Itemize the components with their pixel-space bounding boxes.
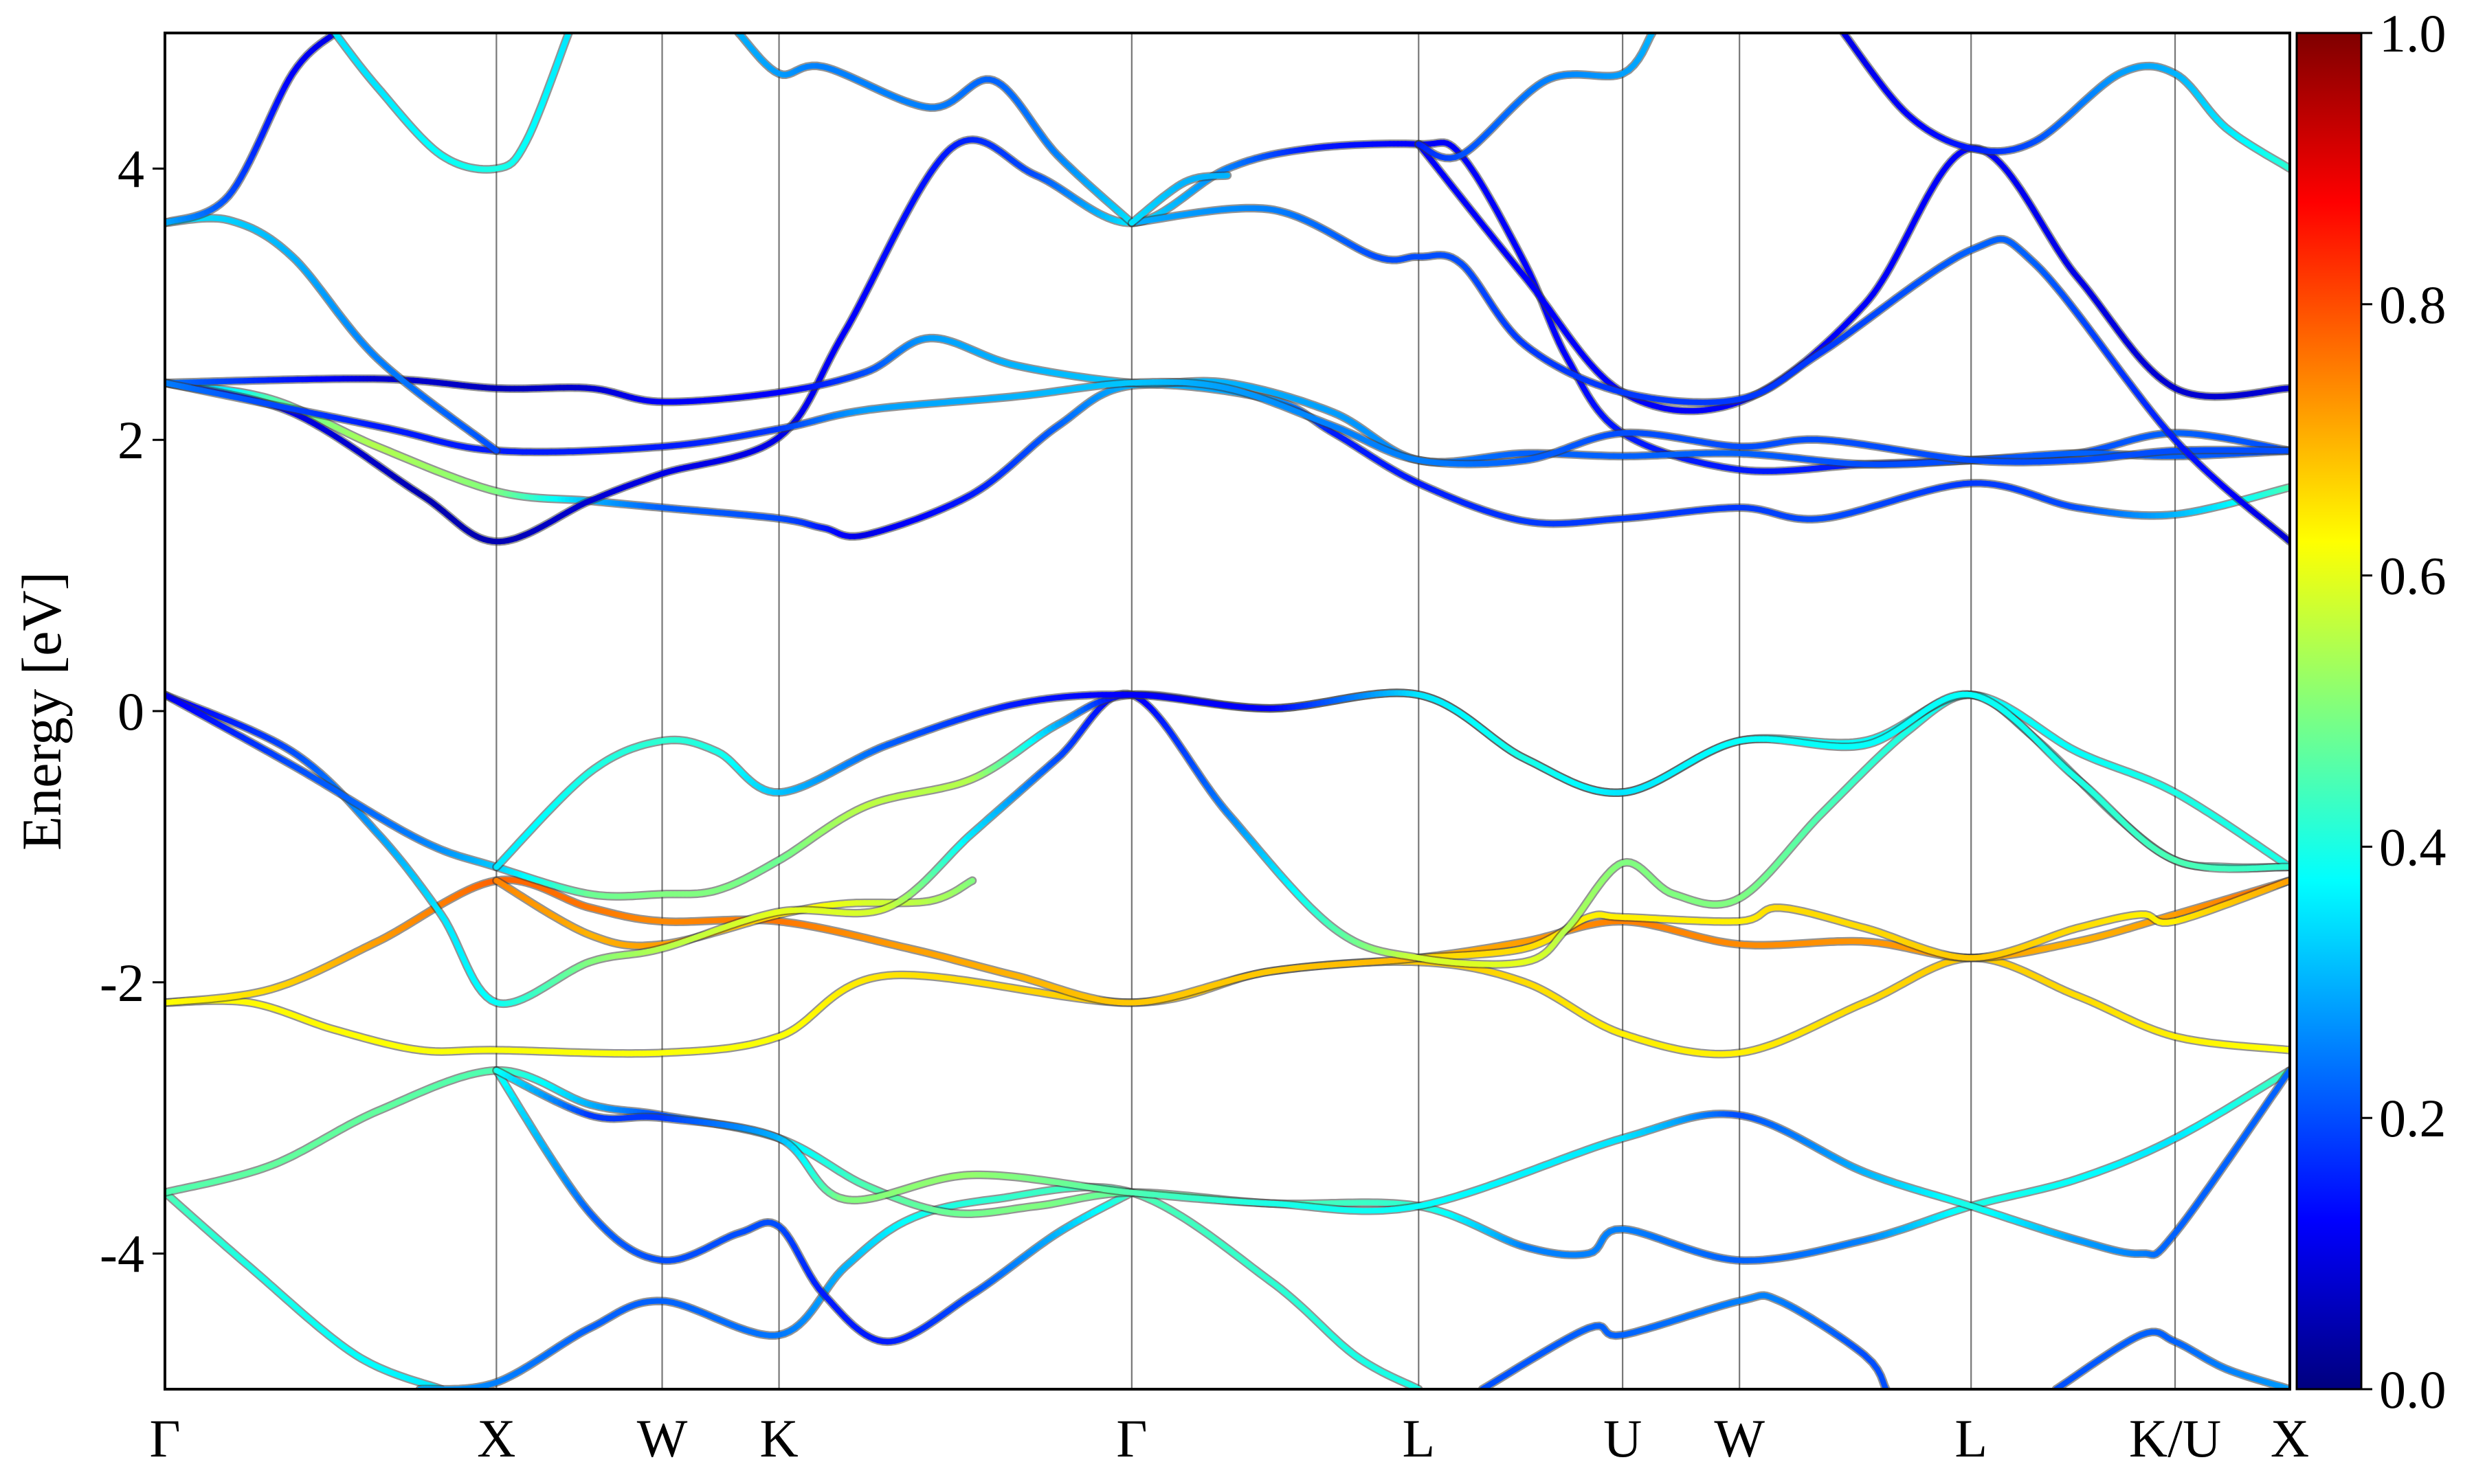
band-line (1478, 1291, 1891, 1389)
band-line (492, 1066, 2290, 1259)
band-line (1414, 876, 2290, 963)
band-line (492, 688, 2290, 873)
band-segment (967, 877, 975, 885)
band-line (2051, 1327, 2290, 1389)
kpoint-grid-lines (495, 33, 2176, 1389)
band-line (165, 1188, 446, 1389)
bands-group (165, 33, 2290, 1389)
